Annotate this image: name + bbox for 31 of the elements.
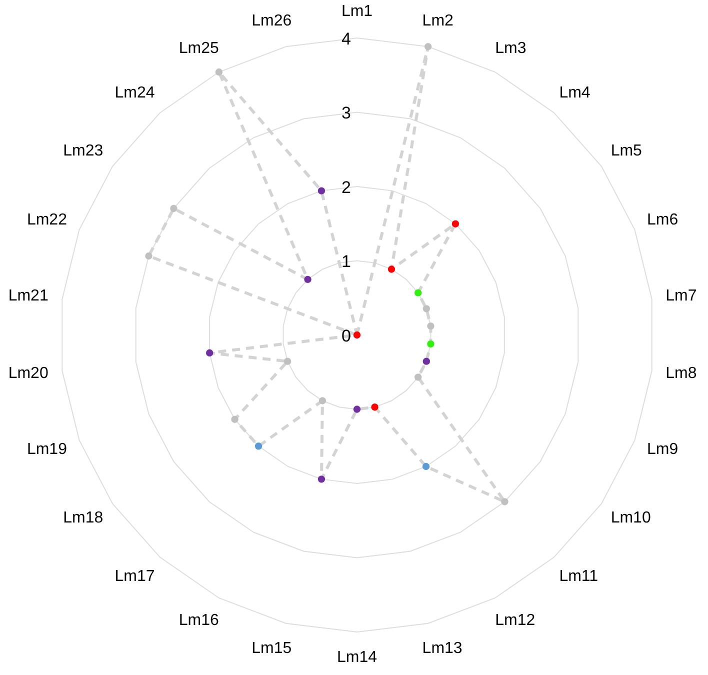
spoke-label: Lm15 [252,640,292,657]
spoke-label: Lm10 [610,510,651,527]
spoke-label: Lm19 [26,440,68,458]
spoke-label: Lm24 [114,84,155,102]
spoke-label: Lm26 [252,12,292,30]
y-tick-label: 4 [342,29,351,48]
spoke-label: Lm2 [422,12,454,30]
spoke-label: Lm7 [666,287,697,304]
spoke-label: Lm4 [559,84,590,102]
spoke-label: Lm13 [422,640,462,657]
spoke-label: Lm1 [341,3,373,20]
spoke-label: Lm16 [178,612,219,630]
y-tick-label: 0 [342,326,351,346]
spoke-label: Lm12 [495,612,536,630]
spoke-label: Lm11 [559,568,598,586]
spoke-label: Lm8 [666,365,697,382]
spoke-label: Lm23 [63,142,104,160]
spoke-label: Lm17 [114,568,155,586]
spoke-label: Lm9 [647,440,678,458]
spoke-label: Lm22 [26,212,68,229]
spoke-label: Lm14 [336,649,378,666]
y-tick-label: 2 [342,178,351,197]
spoke-label: Lm6 [647,212,678,229]
y-tick-label: 1 [342,252,351,272]
spoke-label: Lm25 [178,40,219,58]
spoke-label: Lm18 [63,510,104,527]
spoke-label: Lm3 [495,40,526,58]
spoke-label: Lm5 [610,142,642,160]
spoke-label: Lm21 [8,287,48,304]
spoke-label: Lm20 [8,365,48,382]
y-tick-label: 3 [342,104,351,123]
